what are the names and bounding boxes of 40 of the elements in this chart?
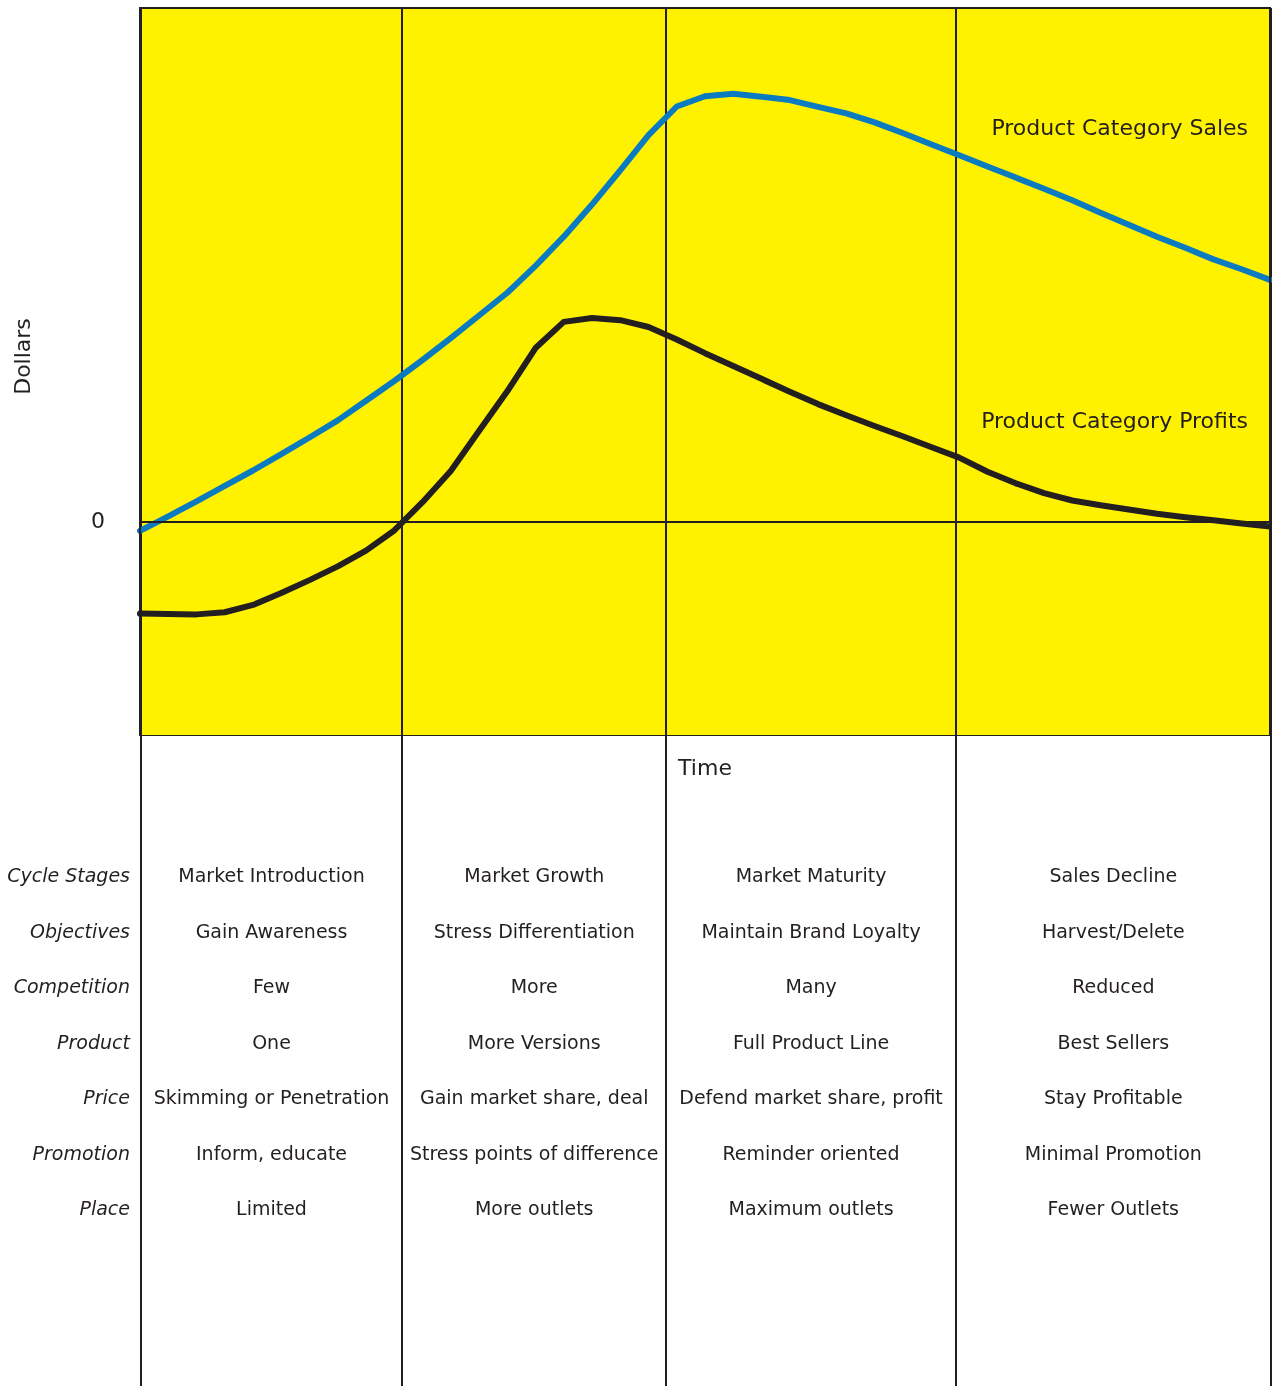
text: Maintain Brand Loyalty: [665, 903, 955, 960]
series-label: Product Category Sales: [991, 115, 1248, 141]
y-axis-title: Dollars: [9, 317, 35, 395]
text: Limited: [140, 1181, 402, 1237]
text: Product: [56, 1029, 132, 1055]
text: Many: [665, 959, 955, 1015]
text: Place: [78, 1196, 131, 1222]
text: Maximum outlets: [665, 1181, 955, 1237]
text: Defend market share, profit: [665, 1070, 955, 1126]
text: Inform, educate: [140, 1125, 402, 1182]
text: Stress Differentiation: [401, 903, 666, 960]
text: 0: [91, 507, 105, 533]
text: Minimal Promotion: [954, 1125, 1270, 1182]
text: Sales Decline: [954, 848, 1270, 904]
text: Market Maturity: [665, 848, 955, 904]
text: Market Growth: [401, 848, 666, 904]
text: Time: [678, 755, 732, 780]
text: Harvest/Delete: [954, 903, 1270, 960]
text: Promotion: [31, 1140, 131, 1166]
text: Price: [82, 1085, 131, 1111]
text: Market Introduction: [140, 848, 402, 904]
text: Competition: [12, 974, 131, 1000]
series-label: Product Category Profits: [981, 407, 1248, 433]
text: Best Sellers: [954, 1014, 1270, 1071]
text: Skimming or Penetration: [140, 1070, 402, 1126]
text: One: [140, 1014, 402, 1071]
text: Objectives: [29, 918, 131, 944]
text: More: [401, 959, 666, 1015]
text: Few: [140, 959, 402, 1015]
text: Fewer Outlets: [954, 1181, 1270, 1237]
text: Reduced: [954, 959, 1270, 1015]
text: Stay Profitable: [954, 1070, 1270, 1126]
text: Cycle Stages: [6, 863, 131, 888]
text: Full Product Line: [665, 1014, 955, 1071]
text: Stress points of difference: [401, 1125, 666, 1182]
text: Reminder oriented: [665, 1125, 955, 1182]
text: Gain Awareness: [140, 903, 402, 960]
text: More Versions: [401, 1014, 666, 1071]
text: More outlets: [401, 1181, 666, 1237]
text: Gain market share, deal: [401, 1070, 666, 1126]
